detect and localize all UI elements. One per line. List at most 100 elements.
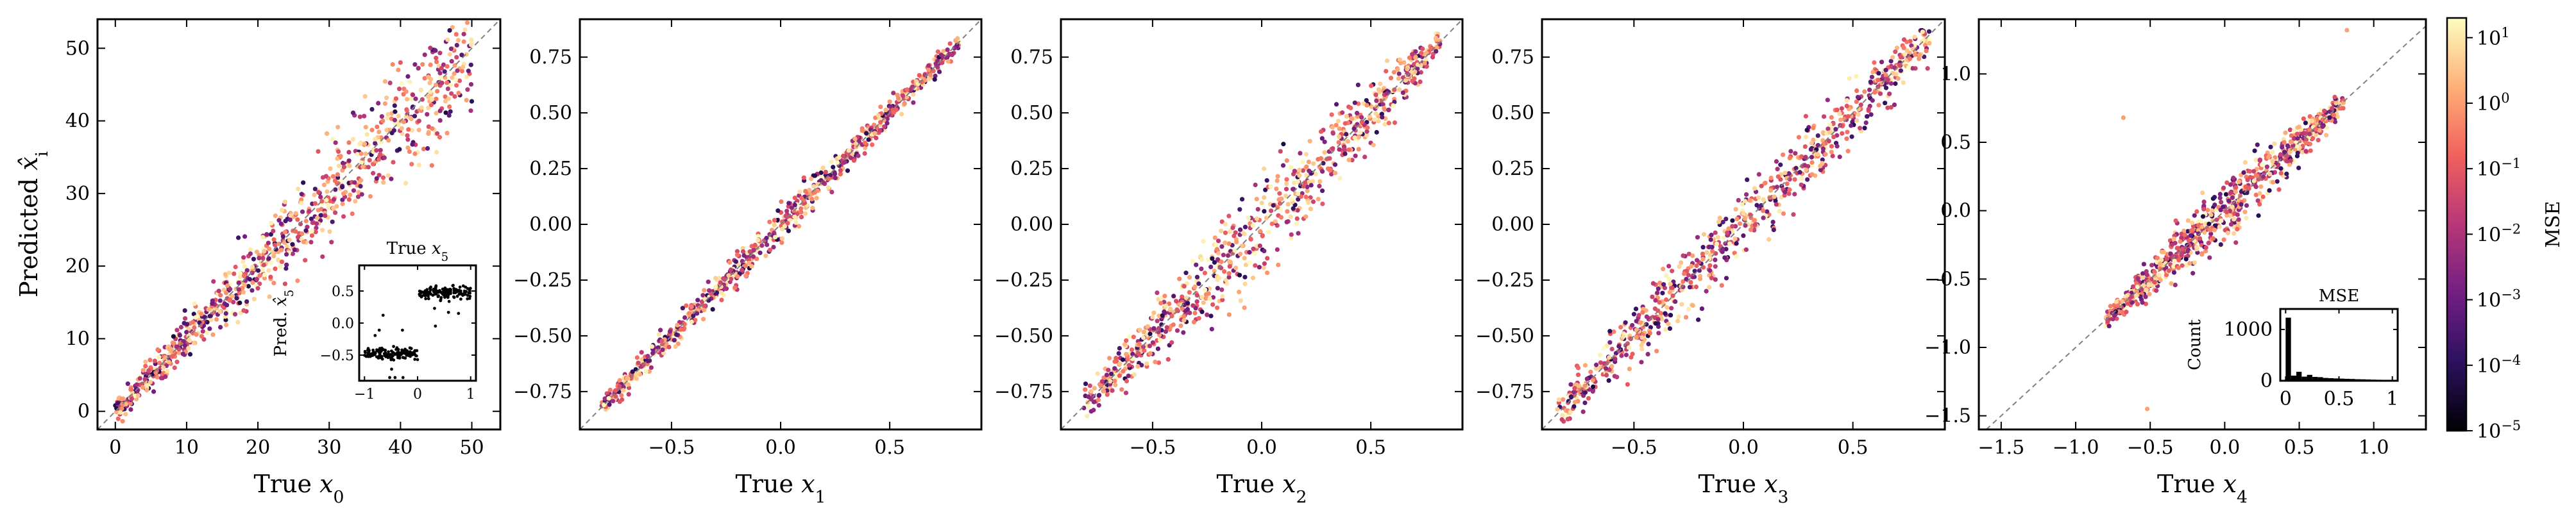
data-point	[2152, 279, 2157, 285]
data-point	[706, 288, 712, 293]
data-point	[433, 82, 439, 88]
data-point	[205, 330, 210, 335]
data-point	[223, 317, 228, 322]
data-point	[1754, 203, 1759, 208]
inset-axis-xtick-label: 1	[466, 387, 475, 403]
data-point	[1761, 215, 1766, 221]
data-point	[607, 402, 612, 407]
data-point	[2189, 228, 2195, 233]
data-point	[1686, 251, 1691, 256]
data-point	[1230, 225, 1235, 230]
data-point	[758, 250, 763, 256]
data-point	[1364, 103, 1369, 108]
data-point	[300, 231, 305, 237]
outlier-point	[2121, 115, 2126, 121]
data-point	[1112, 378, 1117, 383]
data-point	[2232, 231, 2237, 236]
data-point	[332, 178, 338, 183]
data-point	[1638, 320, 1643, 325]
inset-point	[468, 289, 471, 293]
data-point	[273, 213, 278, 219]
data-point	[2195, 250, 2200, 255]
data-point	[452, 71, 457, 76]
data-point	[456, 90, 461, 96]
data-point	[1303, 151, 1309, 157]
axis-xtick-label: 0.0	[1246, 437, 1277, 459]
data-point	[1827, 122, 1833, 128]
data-point	[1737, 221, 1743, 226]
data-point	[271, 228, 276, 234]
data-point	[1185, 301, 1191, 306]
data-point	[1265, 256, 1270, 261]
data-point	[1796, 135, 1802, 140]
data-point	[1247, 249, 1252, 255]
data-point	[1337, 147, 1342, 152]
inset-point	[369, 354, 373, 358]
data-point	[1091, 408, 1096, 413]
data-point	[448, 83, 453, 88]
data-point	[1089, 389, 1094, 394]
data-point	[250, 288, 255, 293]
data-point	[1586, 395, 1591, 401]
data-point	[1253, 263, 1258, 268]
data-point	[746, 260, 752, 266]
data-point	[373, 140, 378, 146]
data-point	[2239, 202, 2244, 207]
data-point	[1085, 413, 1090, 419]
data-point	[1561, 437, 1566, 441]
data-point	[382, 101, 387, 106]
data-point	[309, 229, 314, 234]
data-point	[223, 272, 228, 277]
data-point	[2171, 270, 2176, 275]
data-point	[1210, 302, 1216, 307]
data-point	[1242, 281, 1248, 287]
data-point	[1640, 310, 1645, 315]
data-point	[1784, 181, 1790, 187]
data-point	[1121, 369, 1126, 374]
axis-ytick-label: 1.0	[1940, 63, 1971, 85]
inset-point	[394, 347, 398, 351]
data-point	[248, 247, 253, 252]
data-point	[902, 101, 907, 106]
data-point	[1190, 258, 1195, 263]
data-point	[1670, 285, 1675, 290]
data-point	[1830, 153, 1835, 158]
data-point	[2252, 148, 2257, 153]
inset-axis-xtick-label: 0	[2280, 388, 2292, 410]
data-point	[2208, 228, 2213, 233]
data-point	[469, 99, 475, 104]
data-point	[1888, 104, 1894, 110]
scatter-points	[599, 36, 962, 412]
data-point	[340, 185, 345, 190]
data-point	[1392, 120, 1398, 125]
data-point	[743, 273, 749, 278]
data-point	[689, 304, 694, 310]
inset-point	[447, 288, 451, 292]
histogram-bar	[2334, 378, 2339, 381]
axis-ytick-label: 0.50	[1010, 102, 1053, 124]
data-point	[335, 156, 340, 162]
data-point	[269, 221, 274, 226]
data-point	[1265, 270, 1270, 276]
data-point	[684, 303, 689, 308]
data-point	[2176, 265, 2181, 270]
inset-axis-xtick-label: −1	[354, 387, 375, 403]
data-point	[1215, 257, 1221, 262]
data-point	[1883, 72, 1888, 78]
data-point	[1083, 381, 1089, 387]
data-point	[303, 219, 309, 224]
data-point	[166, 360, 171, 365]
data-point	[1355, 82, 1360, 88]
data-point	[1783, 190, 1788, 195]
data-point	[1148, 331, 1153, 337]
data-point	[314, 225, 319, 231]
data-point	[1303, 214, 1309, 219]
data-point	[2256, 213, 2261, 218]
data-point	[1886, 91, 1892, 96]
data-point	[1254, 216, 1259, 221]
data-point	[1777, 208, 1782, 214]
axis-xtick-label: 40	[388, 437, 412, 459]
axis-ytick-label: 0.75	[1010, 46, 1053, 69]
